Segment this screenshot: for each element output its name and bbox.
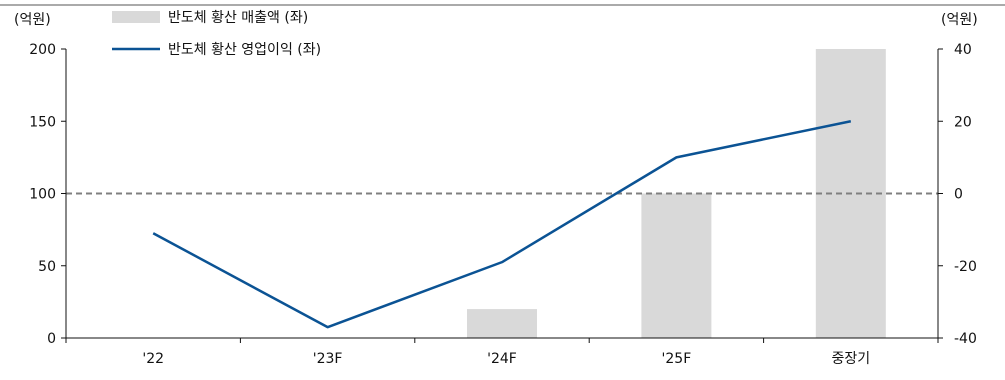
x-tick-label-0: '22 xyxy=(142,351,164,367)
right-tick-label-0: -40 xyxy=(954,331,977,347)
right-tick-label-4: 40 xyxy=(954,42,972,58)
x-tick-label-1: '23F xyxy=(313,351,343,367)
left-tick-label-0: 0 xyxy=(47,331,56,347)
legend-swatch-revenue xyxy=(112,11,160,23)
left-tick-label-2: 100 xyxy=(29,187,56,203)
axes xyxy=(65,49,939,343)
right-tick-label-2: 0 xyxy=(954,187,963,203)
operating-profit-line xyxy=(152,120,852,329)
x-tick-label-3: '25F xyxy=(662,351,692,367)
left-tick-label-1: 50 xyxy=(38,259,56,275)
right-tick-label-3: 20 xyxy=(954,114,972,130)
tick-labels: 0 50 100 150 200 -40 -20 0 20 40 '22 '23F '24F '25F 중장… xyxy=(29,42,977,367)
legend-label-revenue: 반도체 황산 매출액 (좌) xyxy=(168,10,308,26)
left-tick-label-3: 150 xyxy=(29,114,56,130)
left-axis-unit: (억원) xyxy=(14,12,51,28)
legend: 반도체 황산 매출액 (좌) 반도체 황산 영업이익 (좌) xyxy=(112,10,321,58)
bar-2 xyxy=(467,309,537,338)
x-tick-label-2: '24F xyxy=(487,351,517,367)
left-tick-label-4: 200 xyxy=(29,42,56,58)
bar-3 xyxy=(641,193,712,338)
x-tick-label-4: 중장기 xyxy=(831,351,870,367)
right-tick-label-1: -20 xyxy=(954,259,977,275)
legend-label-operating-profit: 반도체 황산 영업이익 (좌) xyxy=(168,42,321,58)
right-axis-unit: (억원) xyxy=(941,12,978,28)
line-series xyxy=(152,120,852,329)
